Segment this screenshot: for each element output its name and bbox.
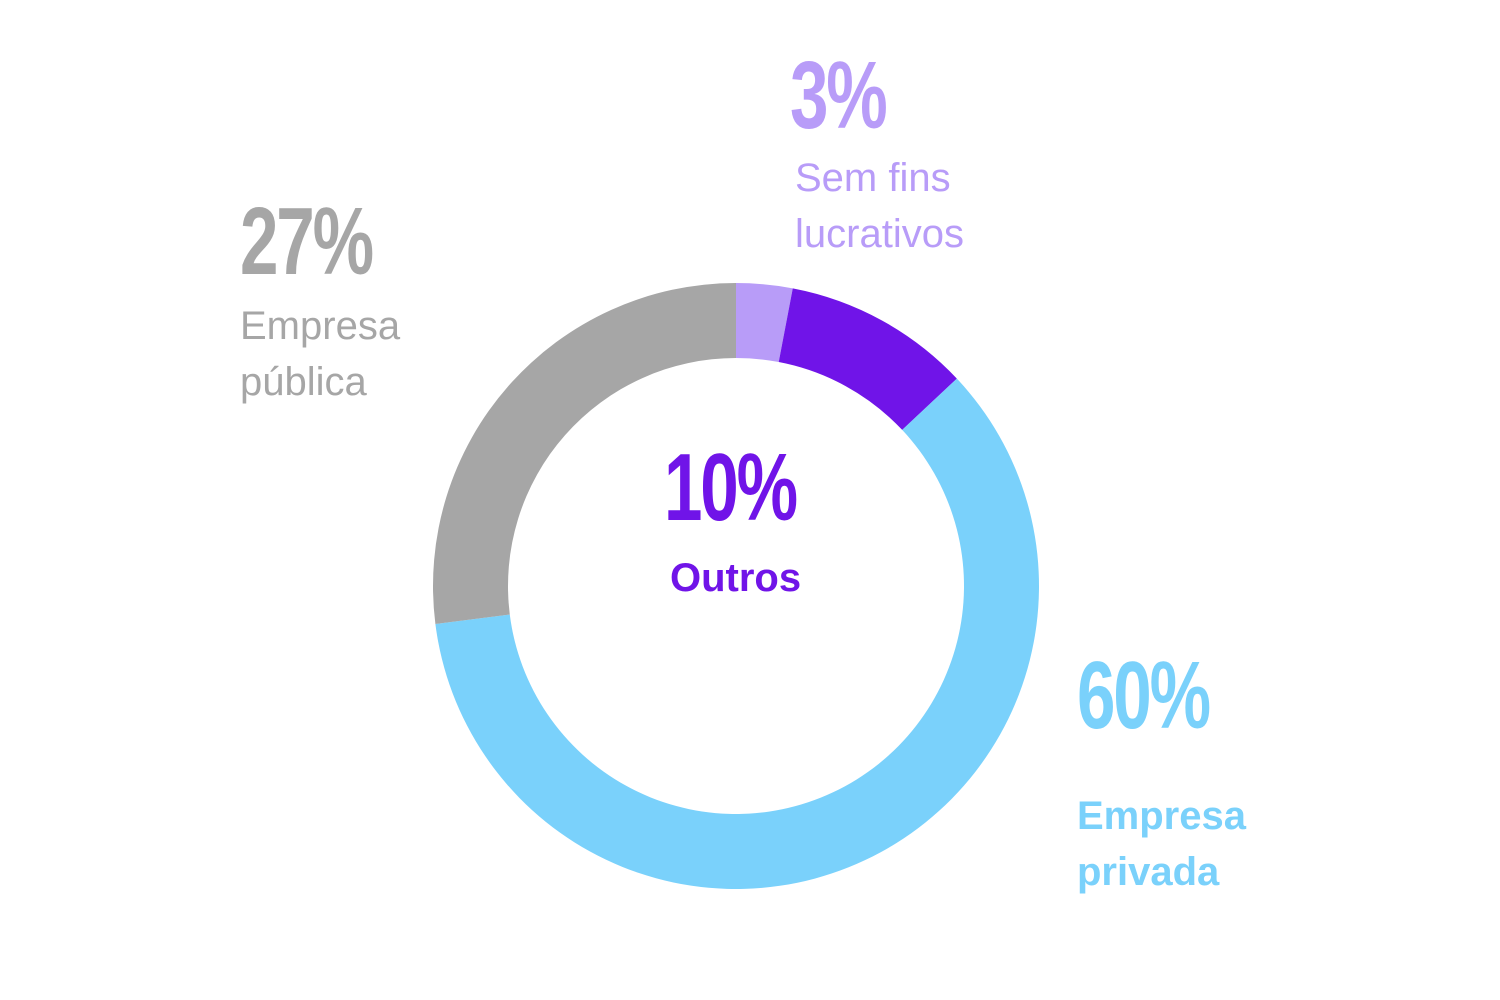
value-label: 60% (1077, 642, 1211, 749)
value-label: 3% (790, 42, 888, 149)
category-label: Empresa pública (240, 304, 401, 404)
value-label: 10% (664, 434, 798, 541)
donut-slice (736, 283, 793, 363)
category-label: Outros (670, 556, 802, 600)
value-label: 27% (240, 188, 374, 295)
donut-slice (778, 288, 957, 430)
donut-slice (435, 378, 1039, 889)
category-label: Empresa privada (1077, 794, 1246, 894)
donut-slice (432, 283, 736, 624)
category-label: Sem fins lucrativos (795, 156, 964, 256)
